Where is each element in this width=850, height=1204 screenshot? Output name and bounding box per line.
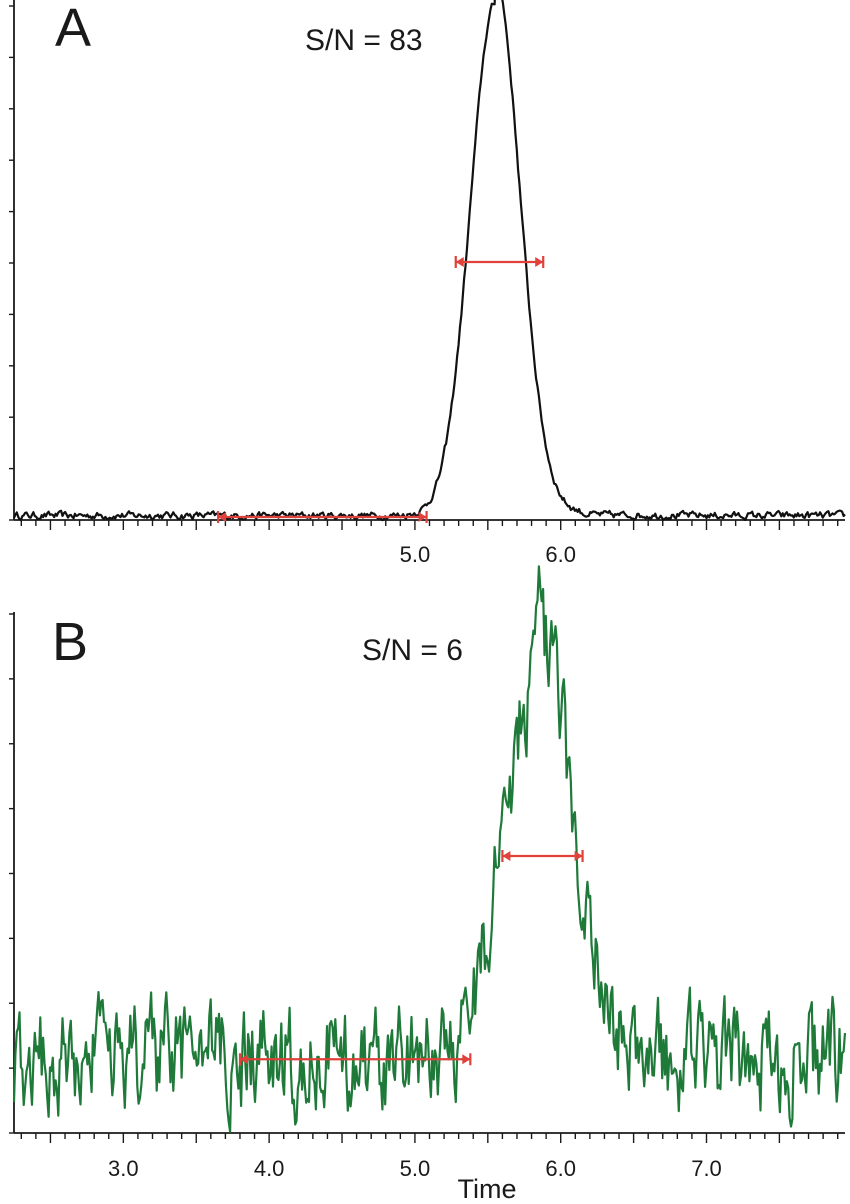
bracket-arrow-right — [462, 1054, 471, 1065]
panel-a-sn-label: S/N = 83 — [305, 24, 423, 57]
bracket-arrow-left — [239, 1054, 248, 1065]
bracket-arrow-right — [574, 851, 583, 861]
bracket-arrow-left — [218, 511, 227, 522]
panel-a-letter: A — [55, 0, 91, 58]
panel-b-letter: B — [52, 612, 88, 672]
panel-b-sn-label: S/N = 6 — [362, 634, 463, 667]
panel-a-y-ticks — [9, 5, 14, 521]
bracket-arrow-right — [418, 511, 427, 522]
panel-a: A S/N = 83 5.0 6.0 — [9, 0, 846, 567]
panel-b-trace — [12, 565, 847, 1133]
panel-b-x-ticks — [20, 1133, 839, 1143]
x-tick-label: 6.0 — [545, 542, 576, 567]
panel-b-x-tick-labels: 3.0 4.0 5.0 6.0 7.0 — [108, 1156, 722, 1181]
panel-b-x-axis-title: Time — [458, 1174, 517, 1204]
panel-a-x-ticks — [20, 520, 839, 530]
x-tick-label: 5.0 — [400, 542, 431, 567]
bracket-arrow-left — [502, 851, 511, 861]
panel-b-brackets — [238, 850, 584, 1066]
panel-a-x-tick-labels: 5.0 6.0 — [400, 542, 576, 567]
x-tick-label: 3.0 — [108, 1156, 139, 1181]
bracket-arrow-right — [535, 257, 544, 267]
x-tick-label: 6.0 — [545, 1156, 576, 1181]
x-tick-label: 7.0 — [691, 1156, 722, 1181]
panel-a-brackets — [217, 256, 545, 523]
x-tick-label: 4.0 — [254, 1156, 285, 1181]
x-tick-label: 5.0 — [400, 1156, 431, 1181]
panel-a-trace — [12, 0, 846, 522]
panel-b: B S/N = 6 3.0 4.0 5.0 6.0 7.0 Time — [9, 565, 847, 1204]
bracket-arrow-left — [455, 257, 464, 267]
panel-b-y-ticks — [9, 613, 14, 1134]
